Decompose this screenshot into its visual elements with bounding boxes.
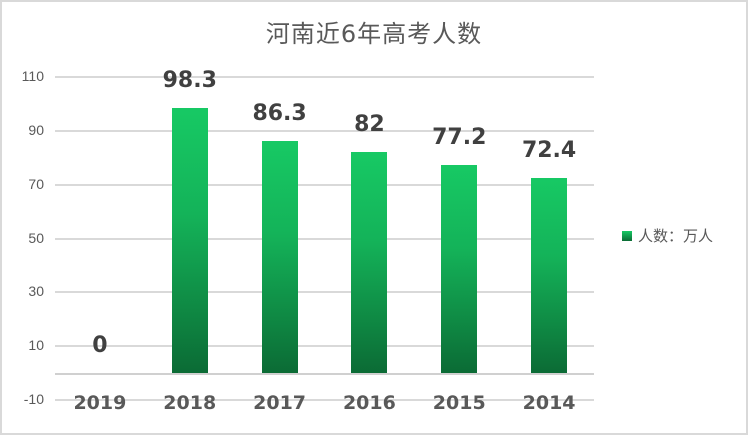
y-tick-label: 110 (21, 68, 44, 84)
bar-2016[interactable] (351, 152, 388, 374)
x-tick-label: 2016 (342, 392, 396, 414)
y-tick-label: 70 (28, 175, 44, 192)
legend-swatch-icon (622, 230, 632, 241)
legend: 人数：万人 (622, 225, 713, 246)
y-tick-label: 90 (28, 121, 44, 138)
data-label: 77.2 (432, 125, 487, 151)
data-label: 72.4 (521, 138, 577, 164)
y-tick-label: -10 (23, 391, 44, 407)
data-label: 86.3 (252, 100, 307, 126)
bar-2018[interactable] (171, 108, 208, 374)
data-label: 98.3 (162, 68, 217, 94)
data-label: 0 (92, 333, 108, 359)
x-axis-line (55, 373, 594, 376)
y-tick-label: 50 (28, 229, 44, 246)
x-tick-label: 2014 (522, 392, 576, 414)
chart-title: 河南近6年高考人数 (265, 20, 483, 48)
gridline (55, 129, 594, 132)
x-tick-label: 2018 (163, 392, 217, 414)
gridline (55, 76, 594, 78)
x-tick-label: 2017 (253, 392, 307, 414)
gridline (55, 291, 594, 294)
bar-2017[interactable] (261, 140, 298, 374)
y-tick-label: 30 (28, 283, 44, 300)
gridline (55, 237, 594, 240)
gridline (55, 345, 594, 348)
gridline (55, 399, 594, 401)
gridline (55, 183, 594, 186)
bar-2015[interactable] (441, 165, 478, 374)
legend-label: 人数：万人 (638, 227, 714, 245)
x-tick-label: 2019 (73, 392, 127, 414)
y-tick-label: 10 (28, 337, 44, 354)
x-tick-label: 2015 (432, 392, 486, 414)
data-label: 82 (354, 112, 385, 138)
bar-2014[interactable] (531, 178, 568, 374)
